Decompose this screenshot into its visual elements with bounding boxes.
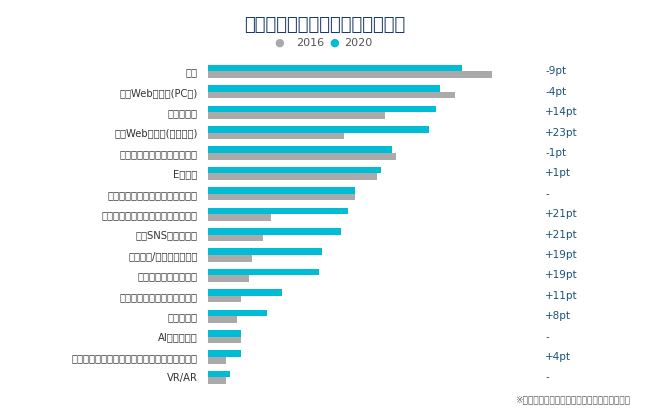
Bar — [208, 153, 396, 160]
Text: +1pt: +1pt — [545, 169, 571, 178]
Text: +8pt: +8pt — [545, 311, 571, 321]
Bar — [208, 187, 356, 194]
Bar — [208, 208, 348, 214]
Bar — [208, 146, 392, 153]
Bar — [208, 85, 440, 92]
Bar — [208, 269, 318, 275]
Bar — [208, 350, 241, 357]
Bar — [208, 316, 237, 323]
Text: 2016: 2016 — [296, 38, 324, 48]
Bar — [208, 296, 241, 302]
Text: +23pt: +23pt — [545, 128, 578, 137]
Bar — [208, 235, 263, 241]
Text: -9pt: -9pt — [545, 67, 566, 76]
Text: ※数値は小数点以下を四捨五入（以下、同様）: ※数値は小数点以下を四捨五入（以下、同様） — [515, 395, 630, 404]
Bar — [208, 357, 226, 364]
Text: 2020: 2020 — [344, 38, 372, 48]
Bar — [208, 228, 341, 235]
Text: -: - — [545, 332, 549, 341]
Text: -: - — [545, 189, 549, 199]
Text: ●: ● — [274, 38, 285, 48]
Text: 企業とのコミュニケーション手段: 企業とのコミュニケーション手段 — [244, 16, 406, 34]
Text: +4pt: +4pt — [545, 352, 571, 362]
Bar — [208, 214, 270, 221]
Bar — [208, 377, 226, 384]
Text: -4pt: -4pt — [545, 87, 566, 97]
Text: -: - — [545, 373, 549, 382]
Bar — [208, 371, 230, 377]
Bar — [208, 167, 381, 173]
Text: -1pt: -1pt — [545, 148, 566, 158]
Bar — [208, 133, 344, 139]
Bar — [208, 71, 491, 78]
Text: +19pt: +19pt — [545, 250, 578, 260]
Text: +21pt: +21pt — [545, 209, 578, 219]
Bar — [208, 310, 267, 316]
Bar — [208, 126, 429, 133]
Bar — [208, 255, 252, 262]
Bar — [208, 275, 248, 282]
Bar — [208, 248, 322, 255]
Bar — [208, 65, 462, 71]
Bar — [208, 194, 356, 200]
Bar — [208, 106, 436, 112]
Bar — [208, 337, 241, 343]
Text: +11pt: +11pt — [545, 291, 578, 301]
Text: +21pt: +21pt — [545, 230, 578, 239]
Bar — [208, 173, 378, 180]
Text: ●: ● — [330, 38, 339, 48]
Bar — [208, 330, 241, 337]
Bar — [208, 289, 281, 296]
Bar — [208, 112, 385, 119]
Bar — [208, 92, 455, 98]
Text: +19pt: +19pt — [545, 271, 578, 280]
Text: +14pt: +14pt — [545, 107, 578, 117]
